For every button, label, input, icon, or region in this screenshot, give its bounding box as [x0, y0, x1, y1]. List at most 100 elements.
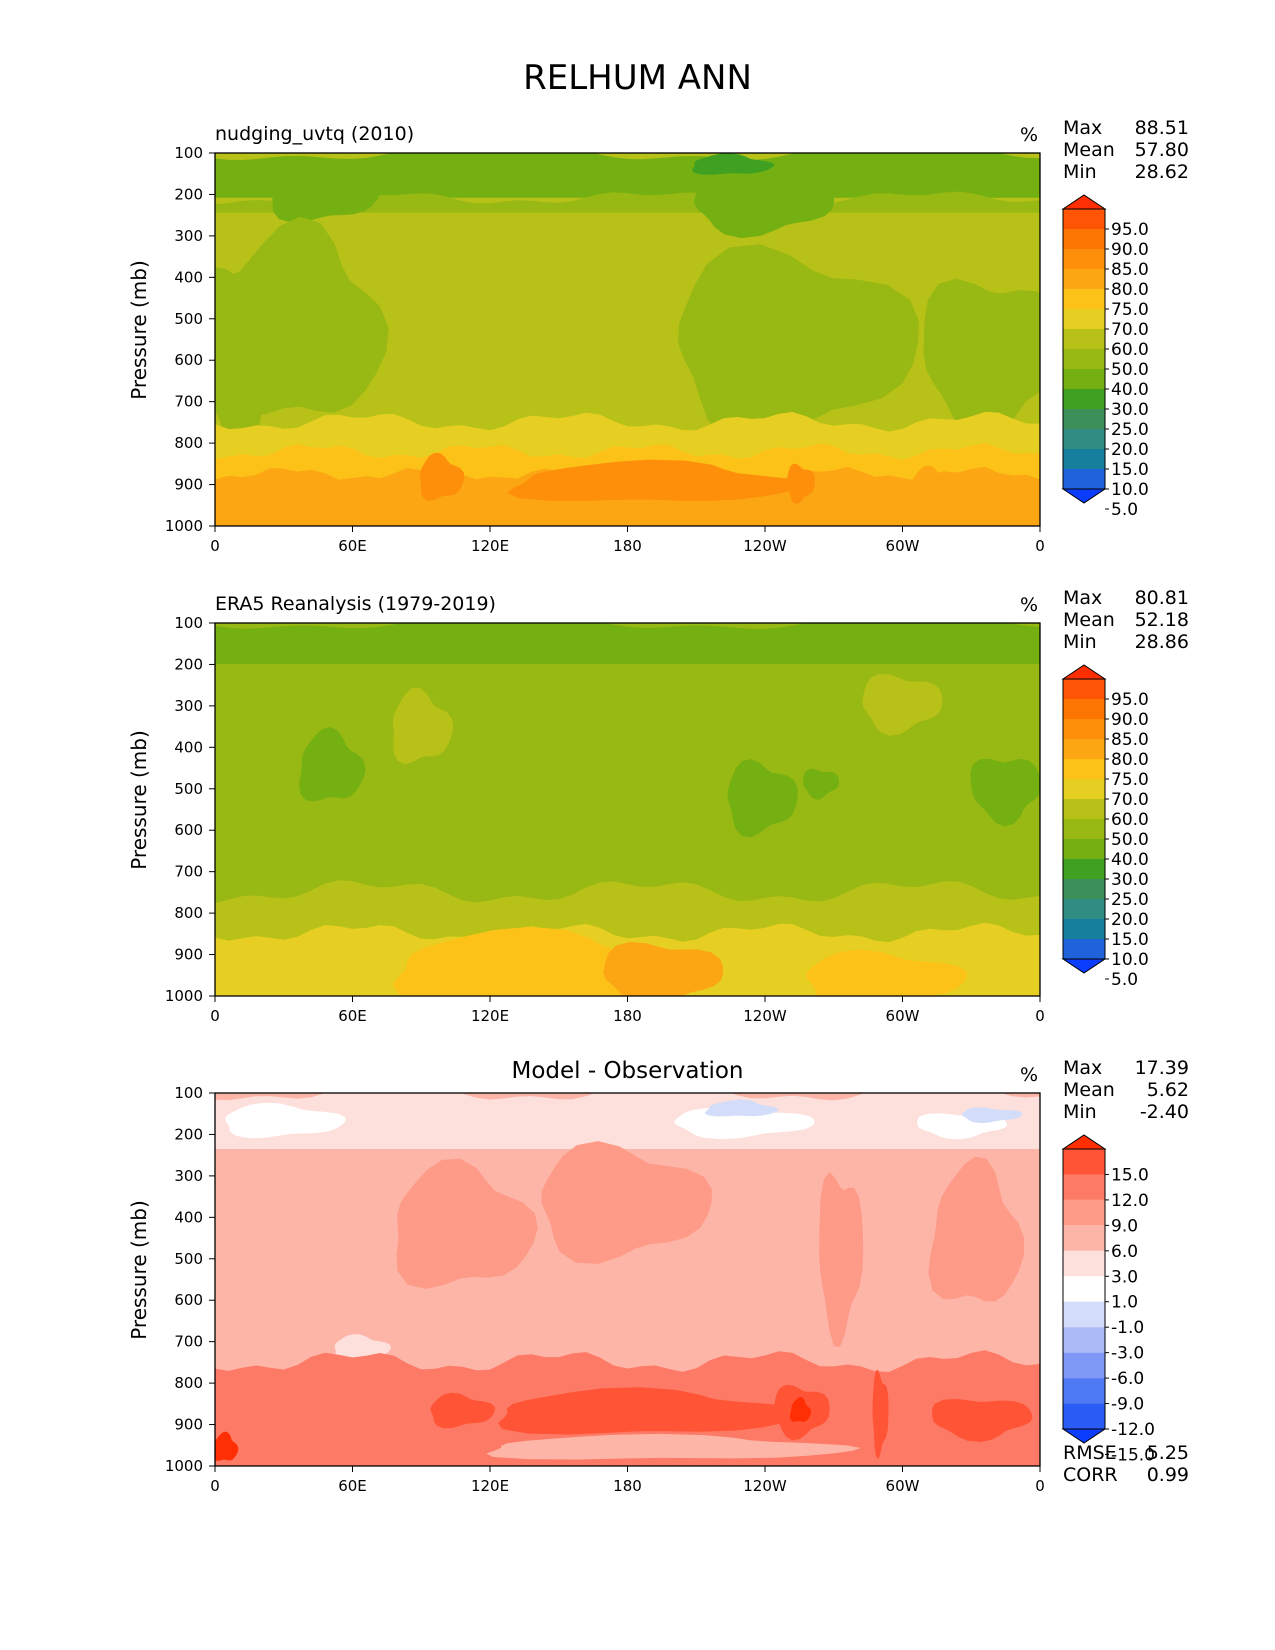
- y-tick-label: 800: [174, 904, 203, 922]
- contour-band: [215, 1093, 1040, 1149]
- x-tick-label: 120W: [743, 1007, 787, 1025]
- panel-3-stat-max: Max 17.39: [1063, 1057, 1189, 1081]
- contour-blob: [923, 278, 1040, 442]
- colorbar-segment: [1063, 1174, 1105, 1200]
- colorbar-segment: [1063, 1378, 1105, 1404]
- y-tick-label: 400: [174, 268, 203, 286]
- panel-3-units: %: [1020, 1064, 1039, 1086]
- colorbar-extend-top: [1061, 664, 1107, 680]
- x-tick-label: 0: [1035, 1477, 1045, 1495]
- contour-band: [215, 1350, 1040, 1466]
- contour-blob: [420, 452, 465, 502]
- contour-blob: [215, 257, 277, 472]
- colorbar-segment: [1063, 329, 1105, 349]
- x-tick-label: 60W: [886, 1007, 920, 1025]
- contour-blob: [803, 768, 839, 800]
- colorbar-tick-label: 40.0: [1111, 380, 1149, 400]
- contour-band: [215, 623, 1040, 665]
- y-tick-label: 700: [174, 863, 203, 881]
- y-tick-label: 400: [174, 738, 203, 756]
- contour-blob: [862, 673, 943, 736]
- colorbar-segment: [1063, 1327, 1105, 1353]
- y-tick-label: 100: [174, 614, 203, 632]
- y-tick-label: 900: [174, 476, 203, 494]
- y-tick-label: 800: [174, 1374, 203, 1392]
- stat-label: Mean: [1063, 1079, 1115, 1101]
- x-tick-label: 180: [613, 537, 642, 555]
- colorbar-tick-label: 20.0: [1111, 440, 1149, 460]
- stat-value: 28.62: [1134, 161, 1189, 183]
- contour-blob: [727, 759, 798, 838]
- colorbar-segment: [1063, 759, 1105, 779]
- panel-2-plot: 100 200 300 400 500 600 700 800 900 1000 0 60E 120E 1…: [165, 614, 1149, 1025]
- stat-value: 5.25: [1146, 1442, 1189, 1464]
- colorbar-segment: [1063, 1276, 1105, 1302]
- stat-value: 28.86: [1134, 631, 1189, 653]
- y-tick-label: 100: [174, 144, 203, 162]
- colorbar-tick-label: 80.0: [1111, 280, 1149, 300]
- panel-3-title: Model - Observation: [511, 1058, 744, 1084]
- colorbar-segment: [1063, 859, 1105, 879]
- colorbar-segment: [1063, 799, 1105, 819]
- y-tick-label: 200: [174, 655, 203, 673]
- colorbar-tick-label: 15.0: [1111, 930, 1149, 950]
- y-tick-label: 700: [174, 393, 203, 411]
- colorbar-segment: [1063, 469, 1105, 489]
- colorbar-tick-label: -12.0: [1111, 1420, 1155, 1440]
- colorbar-frame: [1062, 678, 1106, 960]
- colorbar-frame: [1062, 1148, 1106, 1430]
- colorbar-segment: [1063, 289, 1105, 309]
- y-tick-label: 500: [174, 780, 203, 798]
- colorbar-segment: [1063, 839, 1105, 859]
- y-tick-label: 600: [174, 351, 203, 369]
- stat-label: RMSE: [1063, 1442, 1117, 1464]
- colorbar-extend-bottom: [1061, 488, 1107, 504]
- contour-band: [215, 466, 1040, 526]
- x-tick-label: 180: [613, 1007, 642, 1025]
- colorbar-segment: [1063, 1352, 1105, 1379]
- contour-fill: [215, 623, 1040, 996]
- contour-blob: [906, 465, 958, 526]
- stat-value: 17.39: [1134, 1057, 1189, 1079]
- colorbar-tick-label: 12.0: [1111, 1191, 1149, 1211]
- colorbar-segment: [1063, 209, 1105, 229]
- panel-1-stat-max: Max 88.51: [1063, 117, 1189, 141]
- y-tick-label: 300: [174, 1167, 203, 1185]
- contour-blob: [225, 1102, 346, 1139]
- panel-1-units: %: [1020, 124, 1039, 146]
- colorbar-tick-label: 15.0: [1111, 460, 1149, 480]
- contour-blob: [215, 1431, 239, 1461]
- colorbar-tick-label: 90.0: [1111, 710, 1149, 730]
- colorbar-tick-label: 85.0: [1111, 730, 1149, 750]
- colorbar-segment: [1063, 389, 1105, 409]
- stat-label: Max: [1063, 1057, 1103, 1079]
- colorbar-tick-label: 1.0: [1111, 1293, 1138, 1313]
- colorbar-segment: [1063, 1403, 1105, 1429]
- y-tick-label: 400: [174, 1208, 203, 1226]
- colorbar-tick-label: 40.0: [1111, 850, 1149, 870]
- x-tick-label: 120E: [471, 1477, 509, 1495]
- stat-label: Mean: [1063, 139, 1115, 161]
- colorbar-tick-label: 10.0: [1111, 480, 1149, 500]
- panel-1-field: [215, 153, 1040, 526]
- plot-frame: [214, 622, 1041, 997]
- panel-1-stat-mean: Mean 57.80: [1063, 139, 1189, 163]
- stat-label: Min: [1063, 1101, 1097, 1123]
- colorbar-segment: [1063, 1199, 1105, 1226]
- colorbar-segment: [1063, 739, 1105, 759]
- y-tick-label: 1000: [165, 1457, 203, 1475]
- colorbar-tick-label: 50.0: [1111, 360, 1149, 380]
- stat-label: CORR: [1063, 1464, 1118, 1486]
- colorbar-extend-bottom: [1061, 1428, 1107, 1444]
- contour-blob: [678, 244, 919, 446]
- contour-blob: [789, 1397, 811, 1422]
- panel-3-stat-rmse: RMSE 5.25: [1063, 1442, 1189, 1466]
- colorbar-tick-label: -9.0: [1111, 1395, 1144, 1415]
- panel-2-field: [215, 623, 1040, 996]
- contour-blob: [819, 1172, 864, 1347]
- colorbar-tick-label: 20.0: [1111, 910, 1149, 930]
- colorbar-tick-label: 5.0: [1111, 500, 1138, 520]
- contour-band: [215, 442, 1040, 526]
- colorbar-tick-label: -6.0: [1111, 1369, 1144, 1389]
